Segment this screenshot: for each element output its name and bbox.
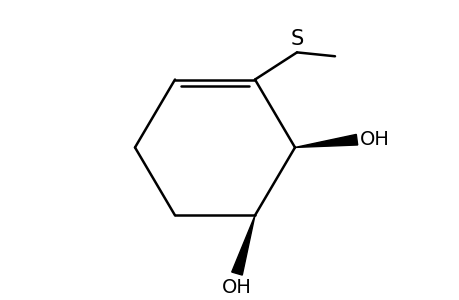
Polygon shape bbox=[231, 215, 254, 275]
Text: OH: OH bbox=[359, 130, 389, 149]
Text: S: S bbox=[290, 29, 303, 50]
Text: OH: OH bbox=[222, 278, 252, 297]
Polygon shape bbox=[294, 134, 357, 147]
